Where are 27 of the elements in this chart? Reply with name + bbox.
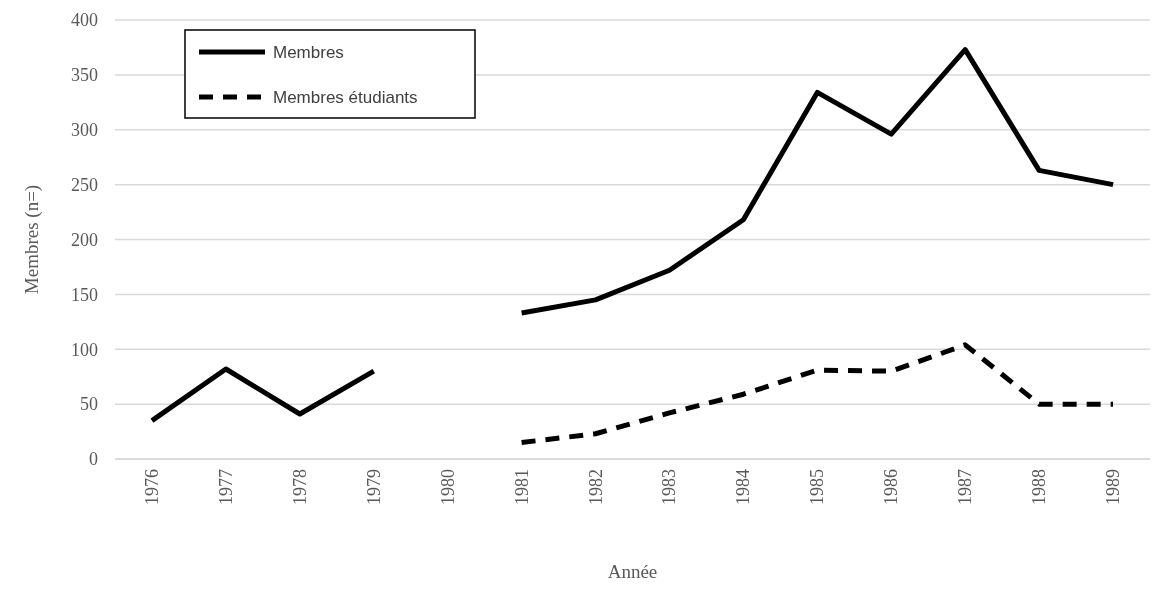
x-tick-label: 1981 — [511, 469, 532, 505]
x-tick-label: 1989 — [1103, 469, 1124, 505]
x-tick-label: 1983 — [659, 469, 680, 505]
y-tick-label: 100 — [71, 339, 98, 360]
y-tick-label: 300 — [71, 120, 98, 141]
y-tick-label: 200 — [71, 229, 98, 250]
y-axis-title: Membres (n=) — [21, 184, 43, 295]
x-axis-title: Année — [607, 561, 658, 582]
y-tick-label: 350 — [71, 65, 98, 86]
x-tick-label: 1988 — [1029, 469, 1050, 505]
y-tick-label: 250 — [71, 174, 98, 195]
y-tick-label: 400 — [71, 10, 98, 31]
x-tick-label: 1982 — [585, 469, 606, 505]
x-tick-label: 1987 — [955, 469, 976, 505]
x-tick-label: 1986 — [881, 469, 902, 505]
y-tick-label: 0 — [89, 449, 98, 470]
x-tick-label: 1977 — [215, 469, 236, 505]
x-tick-label: 1984 — [733, 469, 754, 505]
legend-label: Membres étudiants — [273, 87, 418, 107]
y-tick-label: 150 — [71, 284, 98, 305]
x-tick-label: 1976 — [141, 469, 162, 505]
x-tick-label: 1979 — [363, 469, 384, 505]
x-tick-label: 1978 — [289, 469, 310, 505]
x-tick-label: 1985 — [807, 469, 828, 505]
legend-label: Membres — [273, 42, 344, 62]
y-tick-label: 50 — [80, 394, 98, 415]
x-tick-label: 1980 — [437, 469, 458, 505]
